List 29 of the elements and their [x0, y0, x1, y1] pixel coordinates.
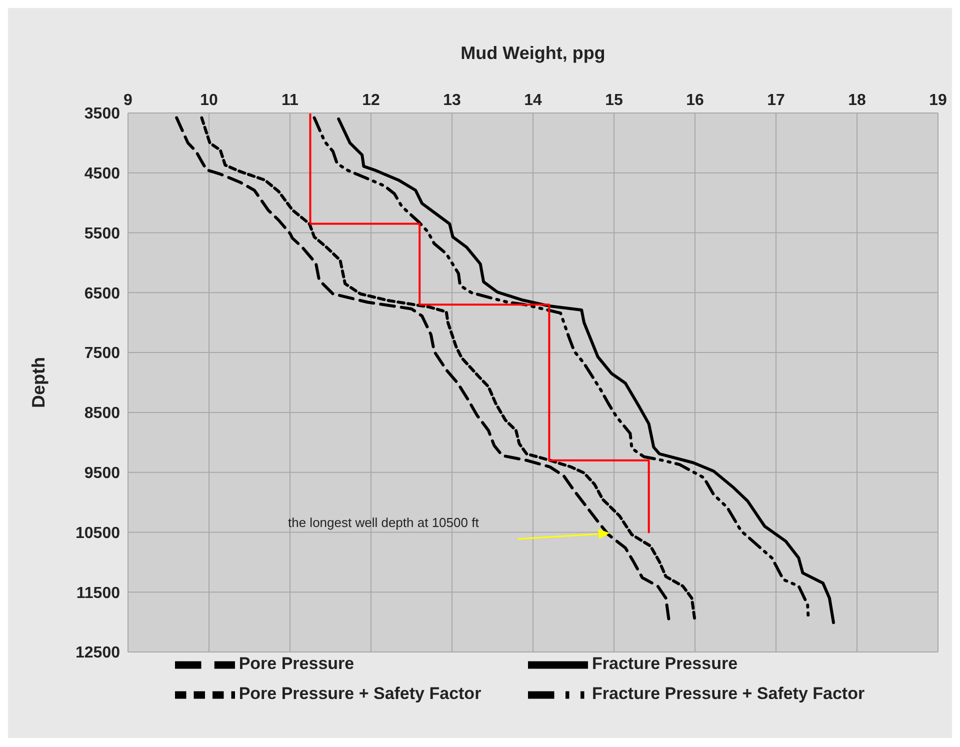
legend-label: Pore Pressure + Safety Factor: [238, 684, 482, 703]
x-tick-label: 13: [443, 92, 461, 109]
y-tick-label: 7500: [84, 345, 120, 362]
y-tick-label: 10500: [76, 524, 120, 542]
legend-label: Fracture Pressure: [592, 654, 738, 673]
y-axis-title: Depth: [28, 357, 48, 408]
legend-label: Pore Pressure: [238, 654, 354, 673]
y-tick-label: 3500: [84, 106, 120, 123]
y-tick-label: 6500: [84, 285, 120, 302]
x-tick-label: 19: [929, 92, 947, 109]
y-tick-label: 8500: [84, 405, 120, 422]
x-tick-label: 18: [848, 92, 866, 109]
x-tick-label: 15: [605, 92, 623, 109]
y-tick-label: 11500: [76, 584, 120, 602]
x-tick-label: 12: [362, 92, 380, 109]
y-tick-label: 4500: [84, 166, 120, 183]
x-tick-label: 16: [686, 92, 704, 109]
x-tick-label: 14: [524, 92, 542, 109]
y-tick-label: 5500: [84, 225, 120, 242]
x-tick-label: 17: [767, 92, 785, 109]
line-series: [309, 113, 650, 534]
annotation: the longest well depth at 10500 ft: [288, 515, 479, 530]
x-tick-label: 11: [282, 92, 299, 109]
legend-label: Fracture Pressure + Safety Factor: [592, 684, 865, 703]
y-tick-label: 12500: [76, 644, 120, 662]
x-tick-label: 9: [124, 92, 133, 109]
x-tick-label: 10: [200, 92, 218, 109]
x-axis-title: Mud Weight, ppg: [460, 42, 606, 63]
y-tick-label: 9500: [84, 465, 120, 482]
